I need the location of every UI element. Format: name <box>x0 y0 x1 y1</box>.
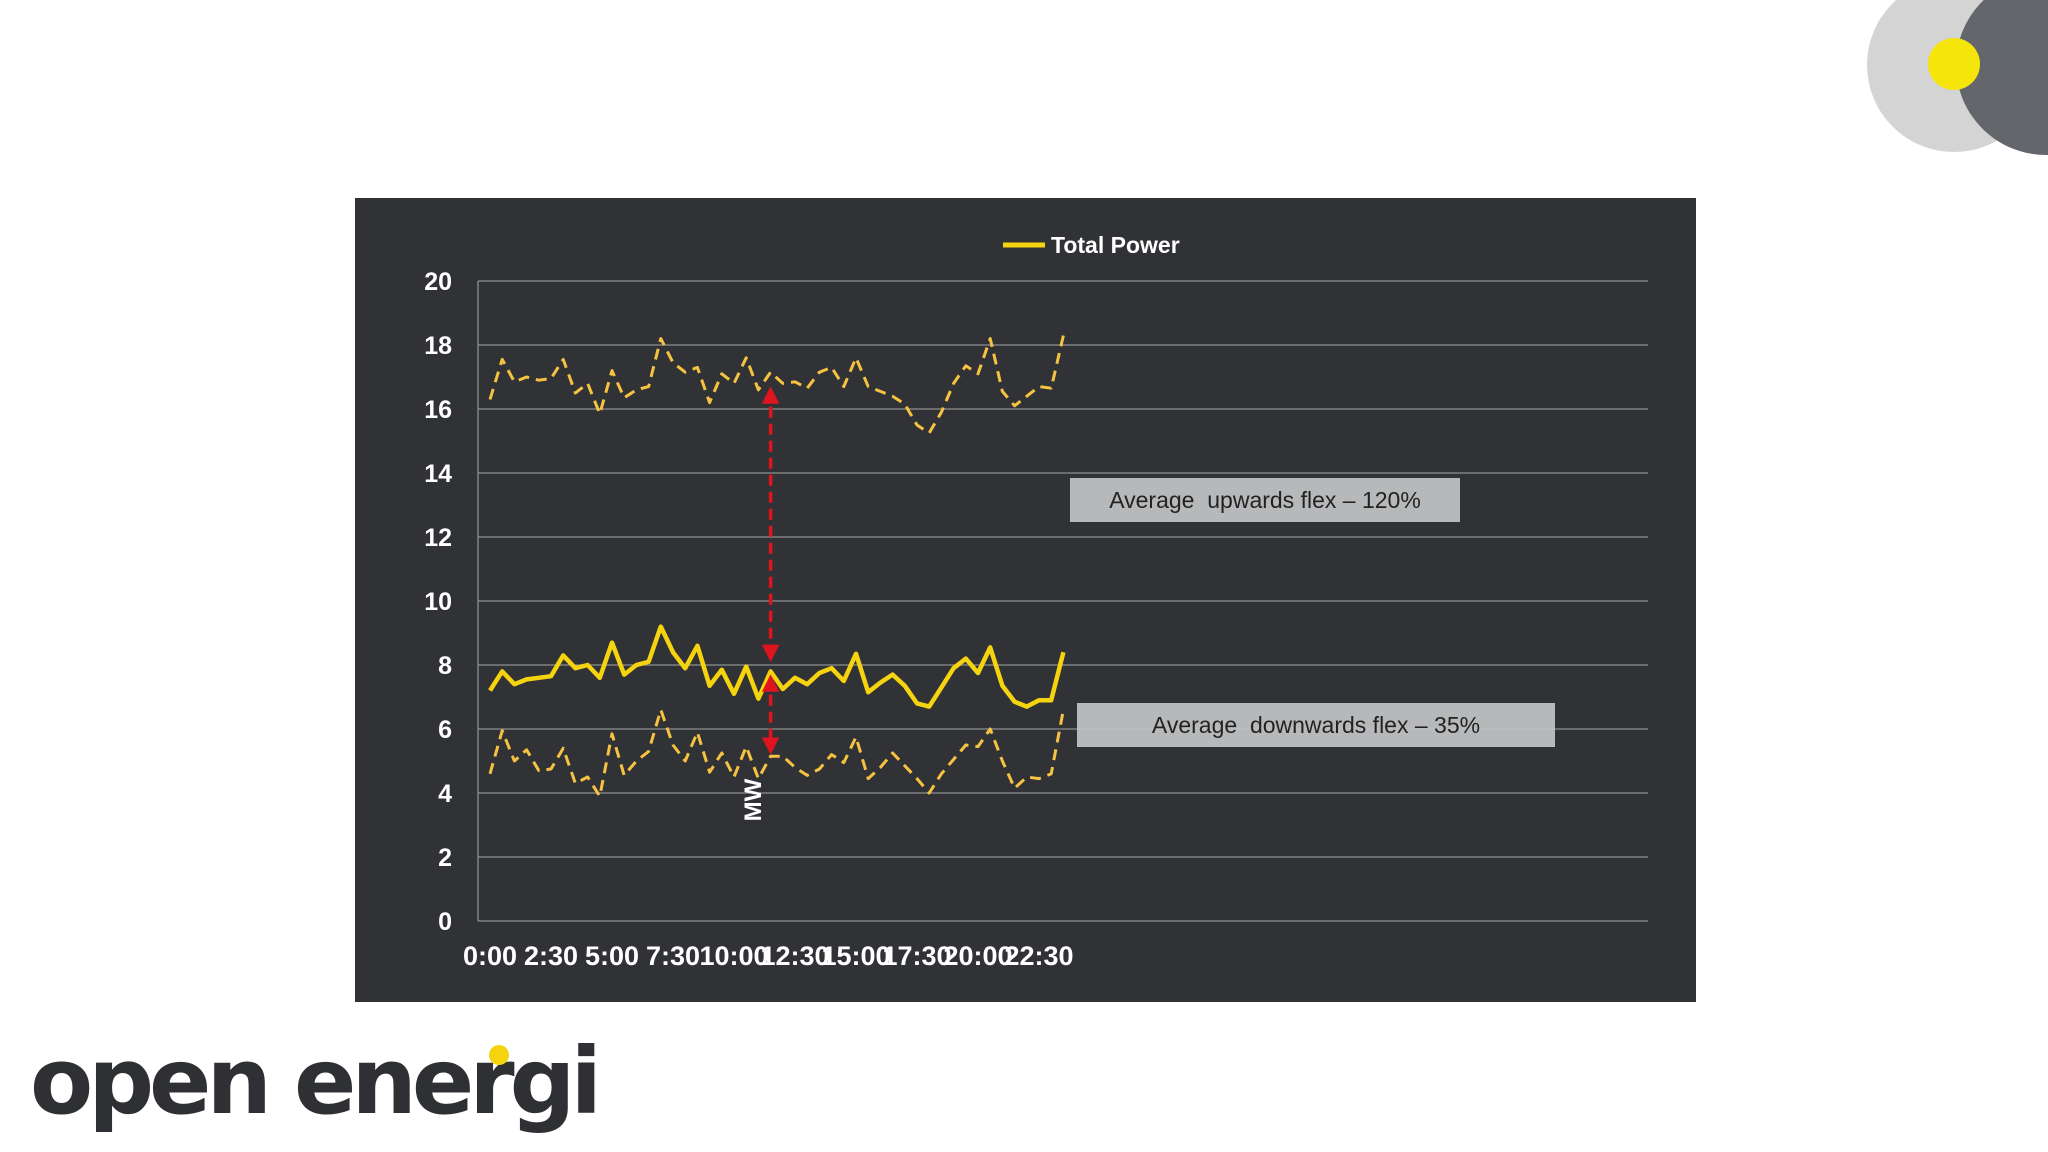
y-tick-label: 10 <box>424 588 452 616</box>
annotation-text-0: Average upwards flex – 120% <box>1109 487 1421 513</box>
y-tick-label: 0 <box>438 908 452 936</box>
annotation-box-1 <box>1077 703 1555 747</box>
y-tick-label: 18 <box>424 332 452 360</box>
annotation-layer: Average upwards flex – 120% Average downw… <box>761 386 1555 755</box>
y-tick-label: 12 <box>424 524 452 552</box>
legend-label: Total Power <box>1051 232 1180 258</box>
series-line-2 <box>488 708 1065 798</box>
brand-wordmark: open energi <box>30 1028 602 1135</box>
y-axis-label: MW <box>740 778 767 821</box>
y-tick-label: 6 <box>438 716 452 744</box>
x-tick-label: 22:30 <box>1004 941 1073 971</box>
x-tick-label: 5:00 <box>585 941 639 971</box>
logo-mark <box>1867 0 2048 155</box>
brand-accent-dot <box>489 1045 509 1065</box>
legend: Total Power <box>1003 232 1180 258</box>
x-tick-label: 12:30 <box>760 941 829 971</box>
series-line-1 <box>488 335 1065 435</box>
x-tick-label: 0:00 <box>463 941 517 971</box>
y-tick-label: 8 <box>438 652 452 680</box>
x-tick-label: 2:30 <box>524 941 578 971</box>
series-line-0 <box>488 624 1066 709</box>
x-tick-label: 10:00 <box>699 941 768 971</box>
annotation-box-0 <box>1070 478 1460 522</box>
x-tick-label: 7:30 <box>646 941 700 971</box>
chart-svg: Average upwards flex – 120% Average downw… <box>424 232 1648 971</box>
x-tick-label: 15:00 <box>821 941 890 971</box>
x-tick-label: 20:00 <box>943 941 1012 971</box>
y-tick-label: 4 <box>438 780 452 808</box>
x-tick-label: 17:30 <box>882 941 951 971</box>
series-layer <box>488 335 1066 798</box>
y-tick-label: 14 <box>424 460 452 488</box>
grid-layer <box>477 280 1648 922</box>
y-tick-label: 16 <box>424 396 452 424</box>
y-tick-label: 20 <box>424 268 452 296</box>
logo-yellow-dot <box>1928 38 1980 90</box>
annotation-text-1: Average downwards flex – 35% <box>1152 712 1480 738</box>
chart-panel: Average upwards flex – 120% Average downw… <box>355 198 1696 1002</box>
y-tick-label: 2 <box>438 844 452 872</box>
logo-dark-circle <box>1956 0 2048 155</box>
label-layer: 0 2 4 6 8 10 12 14 16 18 20 0:00 2:30 5:00 7:30 10:0012… <box>424 268 1073 971</box>
